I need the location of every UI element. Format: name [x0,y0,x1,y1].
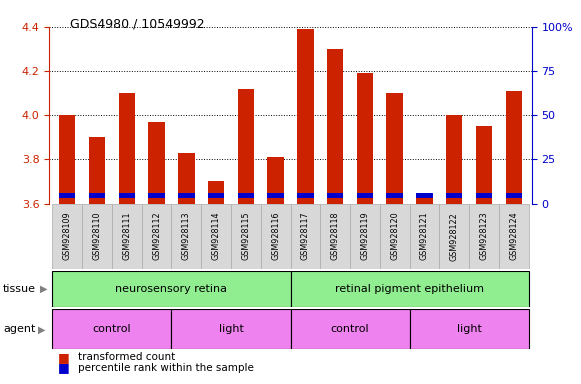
Text: GSM928119: GSM928119 [360,212,370,260]
Text: GSM928109: GSM928109 [63,212,71,260]
Text: GSM928110: GSM928110 [92,212,102,260]
Bar [52,204,82,269]
Bar [297,193,314,198]
Bar [208,193,224,198]
Bar [52,309,171,349]
Bar [171,204,201,269]
Text: GSM928123: GSM928123 [479,212,489,260]
Text: GSM928115: GSM928115 [241,212,250,260]
Bar [82,204,112,269]
Text: GSM928111: GSM928111 [122,212,131,260]
Bar [327,193,343,198]
Bar [267,157,284,204]
Bar [327,49,343,204]
Bar [112,204,142,269]
Bar [142,204,171,269]
Text: GSM928117: GSM928117 [301,212,310,260]
Bar [59,193,76,198]
Bar [290,204,320,269]
Bar [171,309,290,349]
Bar [119,193,135,198]
Bar [380,204,410,269]
Text: transformed count: transformed count [78,352,175,362]
Bar [357,193,373,198]
Bar [201,204,231,269]
Bar [410,309,529,349]
Bar [446,193,462,198]
Text: GSM928124: GSM928124 [510,212,518,260]
Bar [52,271,290,307]
Bar [290,309,410,349]
Bar [178,193,195,198]
Text: GSM928121: GSM928121 [420,212,429,260]
Bar [476,126,492,204]
Text: GSM928113: GSM928113 [182,212,191,260]
Bar [476,193,492,198]
Text: ▶: ▶ [40,284,47,294]
Bar [469,204,499,269]
Bar [267,193,284,198]
Bar [208,181,224,204]
Bar [439,204,469,269]
Bar [148,122,165,204]
Bar [386,193,403,198]
Text: retinal pigment epithelium: retinal pigment epithelium [335,284,484,294]
Text: light: light [457,324,482,334]
Bar [290,271,529,307]
Bar [505,193,522,198]
Bar [386,93,403,204]
Bar [297,29,314,204]
Text: GSM928122: GSM928122 [450,212,459,260]
Bar [231,204,261,269]
Bar [410,204,439,269]
Text: control: control [331,324,370,334]
Bar [416,197,433,204]
Bar [320,204,350,269]
Bar [261,204,290,269]
Text: light: light [218,324,243,334]
Text: GSM928112: GSM928112 [152,212,161,260]
Text: tissue: tissue [3,284,36,294]
Text: GDS4980 / 10549992: GDS4980 / 10549992 [70,17,205,30]
Text: percentile rank within the sample: percentile rank within the sample [78,363,254,373]
Text: ■: ■ [58,361,70,374]
Bar [446,115,462,204]
Text: agent: agent [3,324,35,334]
Text: GSM928120: GSM928120 [390,212,399,260]
Bar [416,193,433,198]
Bar [89,137,105,204]
Bar [238,193,254,198]
Bar [350,204,380,269]
Text: GSM928114: GSM928114 [211,212,221,260]
Bar [357,73,373,204]
Text: GSM928118: GSM928118 [331,212,340,260]
Bar [119,93,135,204]
Bar [89,193,105,198]
Bar [178,153,195,204]
Bar [238,89,254,204]
Bar [148,193,165,198]
Text: ■: ■ [58,351,70,364]
Text: GSM928116: GSM928116 [271,212,280,260]
Bar [505,91,522,204]
Bar [59,115,76,204]
Bar [499,204,529,269]
Text: neurosensory retina: neurosensory retina [116,284,227,294]
Text: control: control [92,324,131,334]
Text: ▶: ▶ [38,324,45,334]
